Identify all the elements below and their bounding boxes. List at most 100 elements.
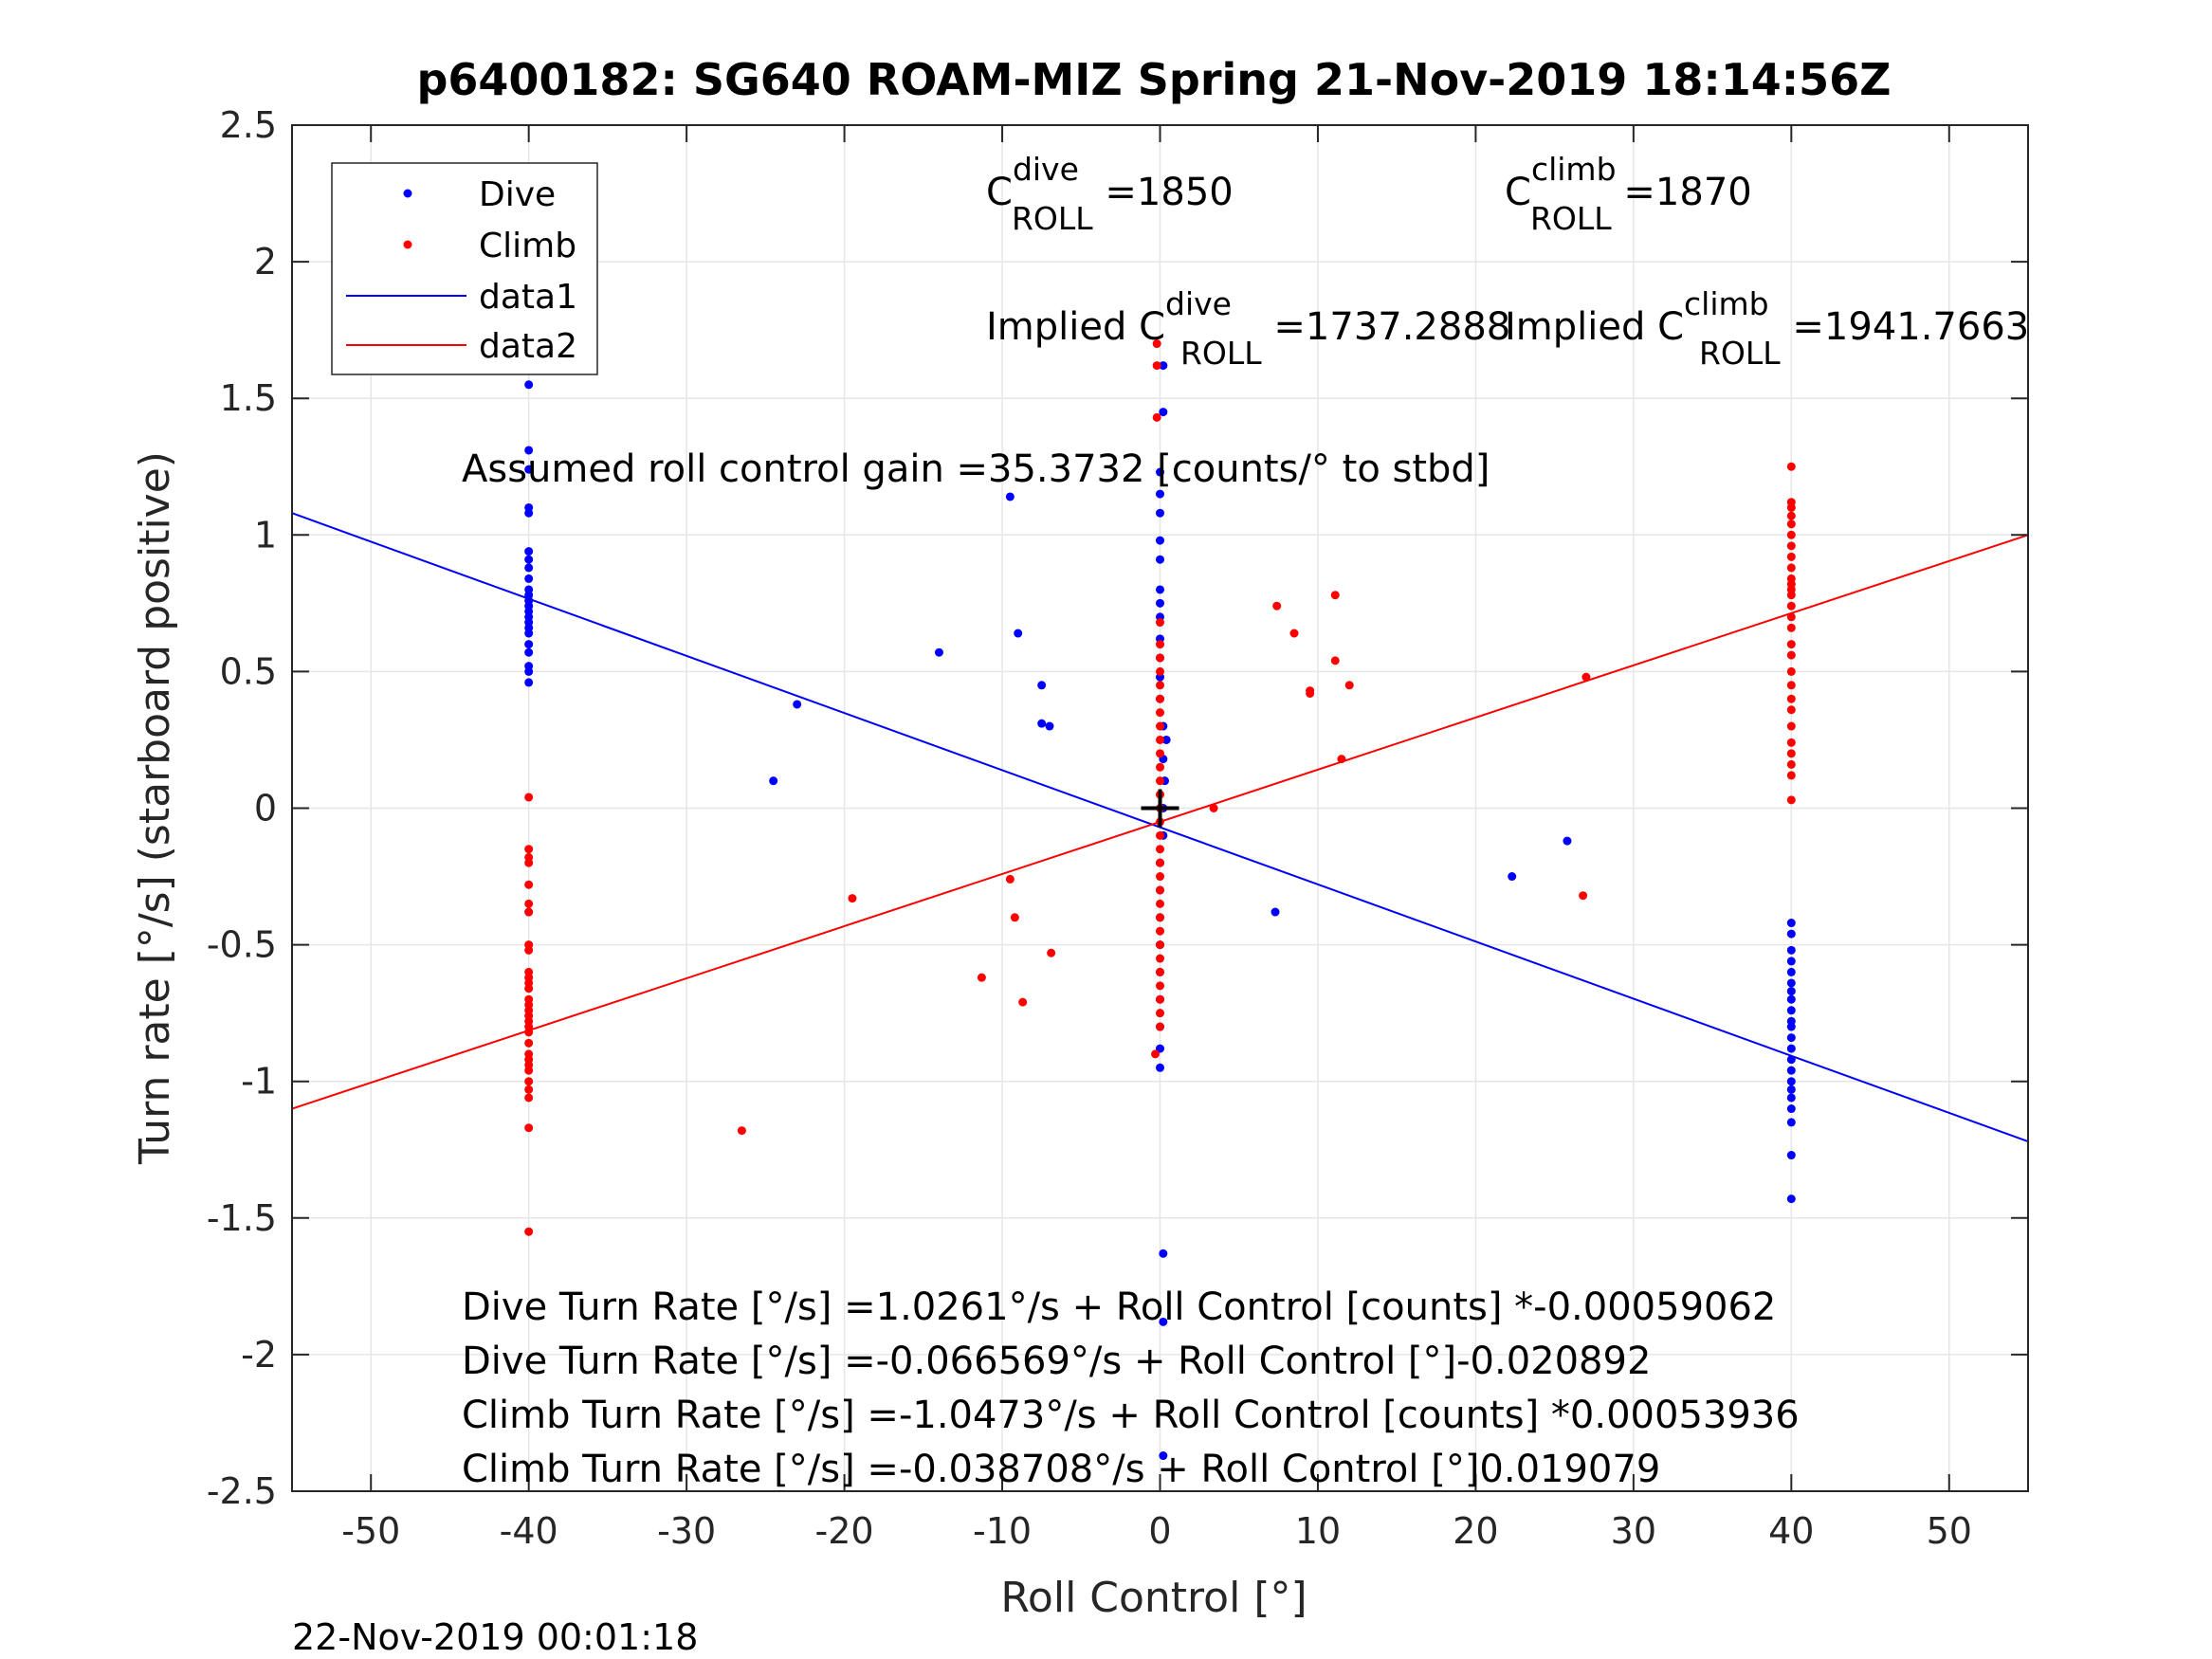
data-point-climb	[1330, 656, 1340, 665]
data-point-climb	[1156, 899, 1164, 908]
implied-dive-value: =1737.2888	[1262, 305, 1511, 349]
data-point-climb	[1786, 705, 1796, 715]
fit-line-climb-counts: Climb Turn Rate [°/s] =-1.0473°/s + Roll…	[462, 1394, 1800, 1437]
y-tick-label: -0.5	[207, 924, 277, 966]
data-point-climb	[1156, 708, 1164, 718]
data-point-climb	[1786, 681, 1796, 690]
legend: Dive Climb data1 data2	[331, 162, 598, 375]
tick-labels: -50 -40 -30 -20 -10 0 10 20 30 40 50-2.5-2-1.5-1-0…	[207, 104, 1972, 1552]
c-dive-value: =1850	[1093, 171, 1234, 214]
series-line-data1	[291, 512, 2029, 1143]
data-point-dive	[1786, 1022, 1796, 1031]
data-point-dive	[1156, 598, 1164, 608]
data-point-climb	[1005, 874, 1015, 884]
data-point-dive	[1508, 872, 1517, 882]
data-point-climb	[1289, 629, 1299, 638]
data-point-dive	[1159, 361, 1168, 371]
legend-dive-label: Dive	[479, 175, 556, 214]
x-tick-label: 40	[1768, 1510, 1814, 1552]
y-tick-label: 1.5	[220, 377, 277, 419]
scatter-points	[524, 306, 1796, 1461]
data-point-climb	[1306, 688, 1315, 698]
data-point-climb	[524, 1123, 534, 1133]
data-point-climb	[1156, 666, 1164, 676]
data-point-dive	[524, 547, 534, 556]
implied-climb-value: =1941.7663	[1781, 305, 2030, 349]
data-point-climb	[1786, 591, 1796, 600]
data-point-dive	[1786, 1151, 1796, 1160]
data-point-climb	[524, 899, 534, 908]
x-tick-label: -30	[657, 1510, 716, 1552]
data-point-climb	[1786, 623, 1796, 632]
data-point-dive	[1271, 907, 1280, 917]
data-point-dive	[1156, 536, 1164, 545]
origin-marker	[1141, 789, 1179, 828]
data-point-climb	[1581, 672, 1591, 682]
c-climb-sub: ROLL	[1530, 200, 1612, 237]
y-tick-label: 2.5	[220, 104, 277, 146]
data-point-climb	[1786, 511, 1796, 520]
annotations: Cdive ROLL =1850 Cclimb ROLL =1870 Implied…	[462, 151, 2029, 1491]
implied-climb-sup: climb	[1684, 285, 1769, 322]
data-point-climb	[1786, 640, 1796, 649]
data-point-climb	[1786, 601, 1796, 611]
data-point-climb	[1156, 994, 1164, 1004]
y-tick-label: 2	[254, 241, 277, 283]
data-point-climb	[524, 1066, 534, 1075]
legend-climb-label: Climb	[479, 227, 576, 265]
data-point-climb	[524, 1077, 534, 1086]
data-point-dive	[1786, 957, 1796, 966]
x-tick-label: 30	[1611, 1510, 1656, 1552]
data-point-dive	[524, 380, 534, 390]
y-tick-label: 0	[254, 788, 277, 830]
data-point-climb	[1156, 735, 1164, 744]
data-point-dive	[524, 629, 534, 638]
data-point-climb	[977, 973, 986, 982]
data-point-climb	[1786, 795, 1796, 805]
data-point-climb	[1156, 885, 1164, 895]
data-point-climb	[524, 1093, 534, 1103]
x-tick-label: -20	[815, 1510, 874, 1552]
data-point-dive	[1045, 721, 1054, 731]
data-point-dive	[1786, 967, 1796, 976]
data-point-climb	[1156, 845, 1164, 854]
data-point-climb	[1786, 462, 1796, 471]
data-point-climb	[1156, 967, 1164, 976]
implied-dive-sub: ROLL	[1180, 335, 1262, 372]
data-point-climb	[1156, 954, 1164, 963]
data-point-climb	[1156, 694, 1164, 703]
data-point-dive	[524, 574, 534, 583]
data-point-climb	[1786, 749, 1796, 758]
data-point-climb	[1786, 759, 1796, 769]
data-point-climb	[524, 1085, 534, 1094]
implied-dive-prefix: Implied C	[986, 305, 1165, 349]
data-point-climb	[1156, 681, 1164, 690]
data-point-climb	[1786, 694, 1796, 703]
data-point-dive	[524, 446, 534, 455]
data-point-climb	[1786, 771, 1796, 780]
implied-dive-sup: dive	[1165, 285, 1232, 322]
c-dive-sup: dive	[1013, 151, 1079, 188]
data-point-dive	[1786, 978, 1796, 988]
data-point-climb	[1330, 591, 1340, 600]
implied-climb-annotation: Implied Cclimb ROLL =1941.7663	[1505, 285, 2029, 372]
data-point-climb	[524, 793, 534, 802]
data-point-climb	[1156, 940, 1164, 950]
legend-box	[331, 162, 598, 375]
fit-line-dive-degrees: Dive Turn Rate [°/s] =-0.066569°/s + Rol…	[462, 1340, 1651, 1383]
data-point-dive	[1156, 1063, 1164, 1072]
chart-title: p6400182: SG640 ROAM-MIZ Spring 21-Nov-2…	[416, 54, 1891, 105]
data-point-dive	[769, 776, 778, 786]
data-point-climb	[1047, 948, 1056, 957]
data-point-climb	[1010, 913, 1019, 922]
data-point-dive	[524, 555, 534, 564]
data-point-climb	[524, 1038, 534, 1048]
data-point-climb	[1156, 762, 1164, 772]
axis-ticks	[292, 124, 2028, 1492]
data-point-climb	[1156, 749, 1164, 758]
data-point-climb	[524, 945, 534, 955]
data-point-dive	[1159, 408, 1168, 417]
data-point-climb	[1786, 552, 1796, 561]
legend-climb-swatch	[403, 240, 412, 249]
data-point-dive	[1786, 1118, 1796, 1127]
